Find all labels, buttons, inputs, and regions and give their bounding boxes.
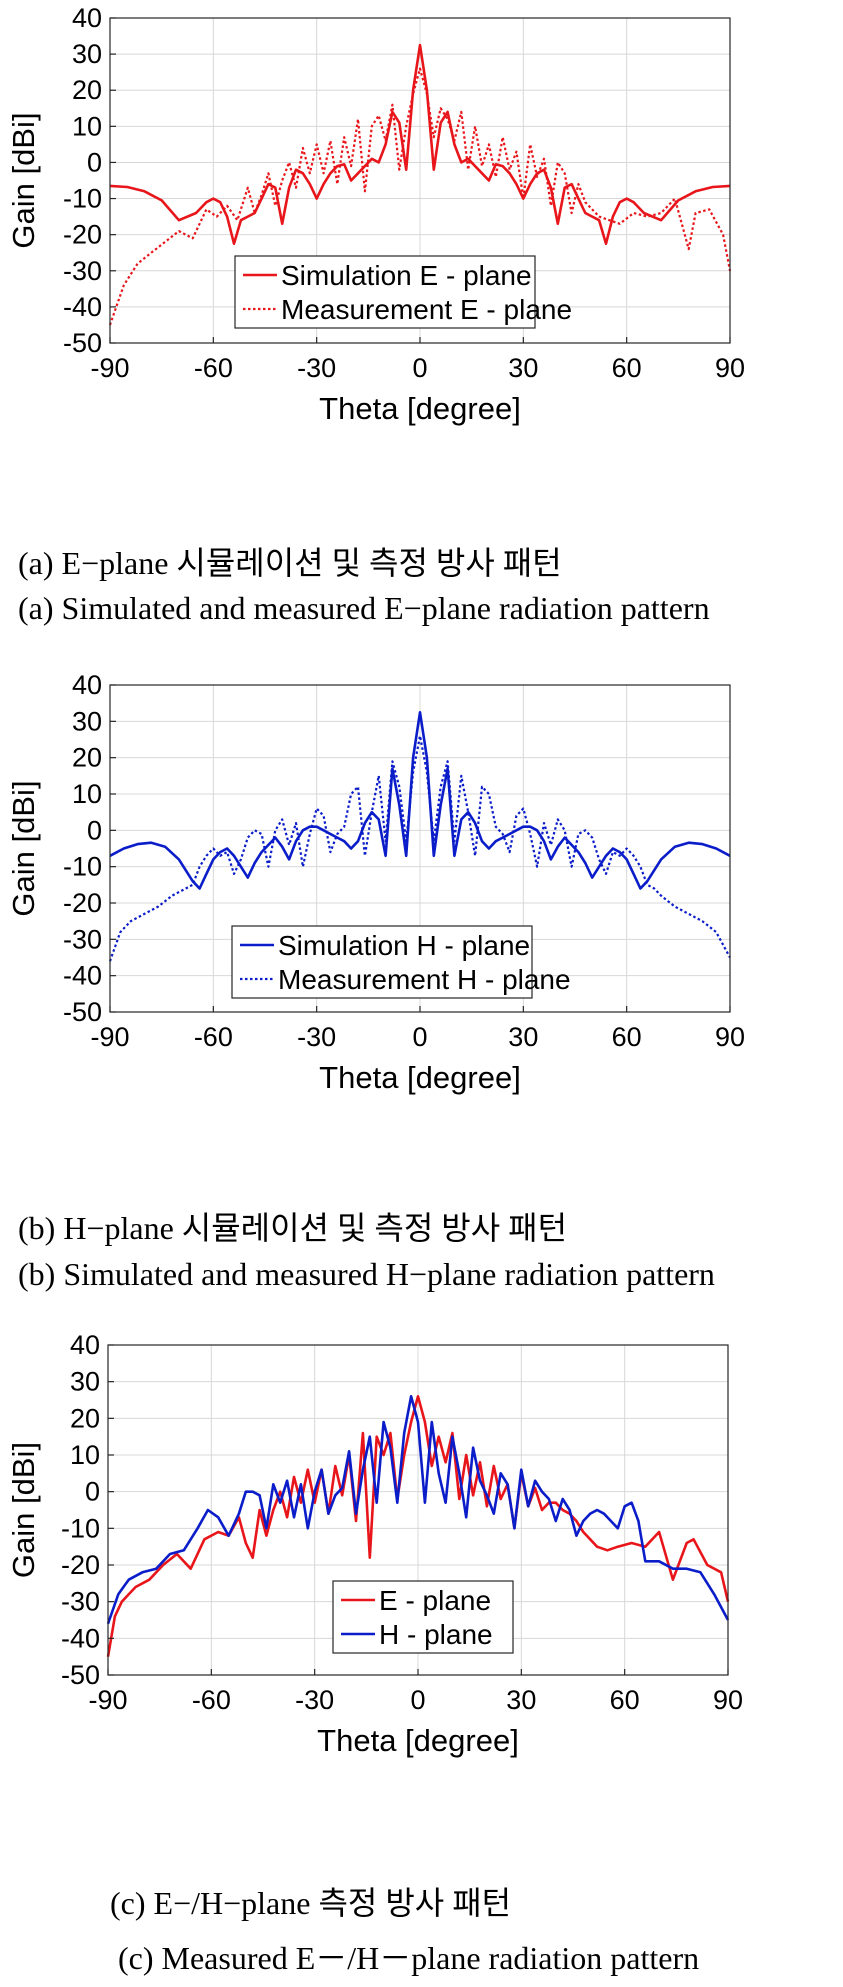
legend-label: H - plane (379, 1619, 493, 1650)
y-tick-label: -20 (63, 220, 102, 250)
x-tick-label: -60 (192, 1685, 231, 1715)
y-tick-label: 30 (72, 39, 102, 69)
y-tick-label: 30 (70, 1367, 100, 1397)
legend-label: Simulation H - plane (278, 930, 530, 961)
x-tick-label: 0 (412, 353, 427, 383)
x-tick-label: -90 (88, 1685, 127, 1715)
y-tick-label: 0 (87, 815, 102, 845)
y-tick-label: -30 (63, 924, 102, 954)
x-tick-label: 60 (610, 1685, 640, 1715)
y-tick-label: 0 (85, 1477, 100, 1507)
caption-b-en: (b) Simulated and measured H−plane radia… (18, 1256, 715, 1292)
y-tick-label: 20 (70, 1403, 100, 1433)
y-tick-label: -10 (61, 1513, 100, 1543)
y-axis-label: Gain [dBi] (6, 112, 41, 248)
y-tick-label: -10 (63, 184, 102, 214)
caption-a-ko: (a) E−plane 시뮬레이션 및 측정 방사 패턴 (18, 545, 562, 581)
x-tick-label: 0 (410, 1685, 425, 1715)
caption-a-en: (a) Simulated and measured E−plane radia… (18, 590, 710, 626)
chart-panel-c: 40 30 20 10 0 -10 -20 -30 -40 -50 -90 -60 -30 0 30 60 90… (0, 1325, 843, 1987)
y-tick-label: 10 (72, 111, 102, 141)
y-axis-label: Gain [dBi] (6, 1442, 41, 1578)
caption-c-ko: (c) E−/H−plane 측정 방사 패턴 (110, 1885, 512, 1921)
y-axis-label: Gain [dBi] (6, 780, 41, 916)
x-tick-label: -30 (297, 1022, 336, 1052)
series-line-simulation (109, 43, 731, 245)
series-line-plane-1 (106, 1395, 730, 1625)
x-tick-label: -90 (90, 1022, 129, 1052)
x-tick-label: 30 (508, 1022, 538, 1052)
y-tick-label: -40 (63, 292, 102, 322)
chart-panel-a: 40 30 20 10 0 -10 -20 -30 -40 -50 -90 -60 -30 0 30 60 90… (0, 0, 843, 660)
x-tick-label: 90 (713, 1685, 743, 1715)
x-tick-label: 60 (612, 353, 642, 383)
y-tick-label: -40 (63, 961, 102, 991)
x-tick-label: -90 (90, 353, 129, 383)
legend-label: Measurement E - plane (281, 294, 572, 325)
chart-b: 40 30 20 10 0 -10 -20 -30 -40 -50-90 -60 -30 0 30 60 90… (6, 670, 745, 1095)
y-tick-label: 40 (70, 1330, 100, 1360)
x-axis-label: Theta [degree] (319, 391, 521, 426)
y-tick-label: -30 (63, 256, 102, 286)
series-line-simulation (109, 710, 731, 890)
legend-box (231, 925, 533, 999)
series-line-measurement (108, 67, 732, 326)
y-tick-label: -50 (63, 328, 102, 358)
x-tick-label: 90 (715, 353, 745, 383)
x-tick-label: 90 (715, 1022, 745, 1052)
y-tick-label: -20 (61, 1550, 100, 1580)
caption-c-en: (c) Measured E－/H－plane radiation patter… (118, 1940, 700, 1976)
series-line-plane-0 (106, 1395, 730, 1657)
chart-panel-b: 40 30 20 10 0 -10 -20 -30 -40 -50 -90 -60 -30 0 30 60 90… (0, 663, 843, 1323)
x-axis-label: Theta [degree] (319, 1060, 521, 1095)
x-tick-label: -60 (194, 1022, 233, 1052)
y-tick-label: 40 (72, 3, 102, 33)
legend-box (234, 255, 536, 329)
y-tick-label: 30 (72, 706, 102, 736)
y-tick-label: 20 (72, 743, 102, 773)
y-tick-label: 20 (72, 75, 102, 105)
caption-b-ko: (b) H−plane 시뮬레이션 및 측정 방사 패턴 (18, 1210, 568, 1246)
x-tick-label: -30 (297, 353, 336, 383)
legend-label: Simulation E - plane (281, 260, 532, 291)
x-tick-label: -60 (194, 353, 233, 383)
y-tick-label: -40 (61, 1623, 100, 1653)
legend-label: E - plane (379, 1585, 491, 1616)
y-tick-label: -50 (63, 997, 102, 1027)
series-line-measurement (108, 734, 731, 962)
y-tick-label: 0 (87, 147, 102, 177)
chart-a: 40 30 20 10 0 -10 -20 -30 -40 -50-90 -60 -30 0 30 60 90… (6, 3, 745, 426)
x-axis-label: Theta [degree] (317, 1723, 519, 1758)
y-tick-label: 10 (72, 779, 102, 809)
legend-box (332, 1580, 514, 1654)
x-tick-label: 60 (612, 1022, 642, 1052)
y-tick-label: -50 (61, 1660, 100, 1690)
x-tick-label: 0 (412, 1022, 427, 1052)
y-tick-label: -10 (63, 852, 102, 882)
y-tick-label: 40 (72, 670, 102, 700)
x-tick-label: -30 (295, 1685, 334, 1715)
y-tick-label: -30 (61, 1587, 100, 1617)
x-tick-label: 30 (506, 1685, 536, 1715)
y-tick-label: 10 (70, 1440, 100, 1470)
x-tick-label: 30 (508, 353, 538, 383)
y-tick-label: -20 (63, 888, 102, 918)
chart-c: 40 30 20 10 0 -10 -20 -30 -40 -50-90 -60 -30 0 30 60 90… (6, 1330, 743, 1758)
legend-label: Measurement H - plane (278, 964, 571, 995)
